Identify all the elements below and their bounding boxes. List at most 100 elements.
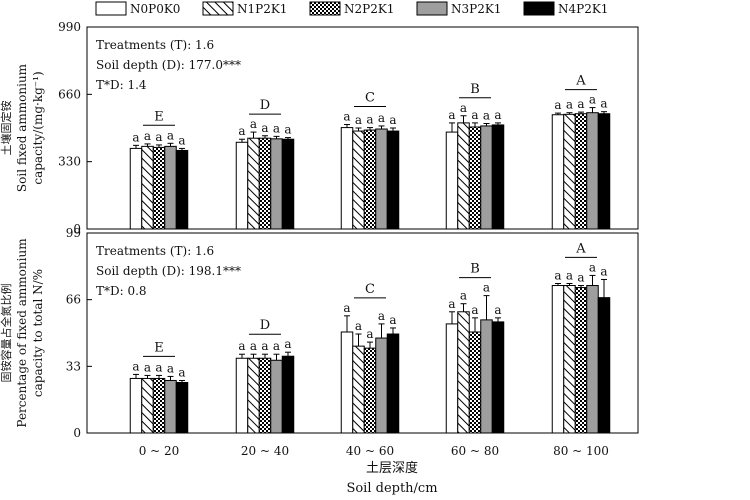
legend-label-n3p2k1: N3P2K1	[451, 2, 501, 16]
y-tick-label: 33	[66, 359, 81, 373]
bar-n1p2k1	[141, 145, 154, 230]
x-tick-label: 60 ~ 80	[451, 444, 499, 458]
bar-letter: a	[250, 339, 257, 353]
y-tick-label: 660	[58, 87, 81, 101]
bar-n2p2k1	[468, 126, 482, 230]
bar-letter: a	[132, 130, 139, 144]
bar-letter: a	[155, 360, 162, 374]
bar-n3p2k1	[270, 138, 283, 230]
bar-letter: a	[343, 301, 350, 315]
bar-letter: a	[600, 264, 607, 278]
legend-swatch-n4p2k1	[523, 1, 555, 16]
x-axis-label-cn: 土层深度	[366, 460, 418, 476]
y-axis-label-line: capacity to total N/%	[31, 269, 45, 397]
bar-letter: a	[284, 337, 291, 351]
legend-swatch-n3p2k1	[416, 1, 448, 16]
bar-n0p0k0	[445, 131, 459, 230]
stats-annotation: Treatments (T): 1.6	[96, 244, 214, 258]
bar-n4p2k1	[175, 149, 189, 230]
bar-n3p2k1	[480, 319, 493, 434]
bar-letter: a	[389, 313, 396, 327]
bar-letter: a	[483, 281, 490, 295]
chart-panel-percentage: 0 33 66 99 固铵容量占全氮比例 Percentage of fixed ammo…	[0, 226, 639, 440]
y-axis-label-cn: 固铵容量占全氮比例	[0, 284, 13, 383]
group-letter: A	[575, 74, 586, 89]
group-letter: C	[365, 91, 375, 106]
legend-label-n4p2k1: N4P2K1	[558, 2, 608, 16]
group-letter: E	[154, 109, 164, 124]
bar-n0p0k0	[340, 127, 354, 230]
bar-letter: a	[494, 303, 501, 317]
y-axis-label-cn: 土壤固定铵	[0, 101, 13, 156]
bar-n1p2k1	[352, 130, 365, 230]
bar-letter: a	[378, 309, 385, 323]
bar-n3p2k1	[586, 112, 599, 230]
y-tick-label: 99	[66, 226, 81, 240]
bar-n4p2k1	[281, 355, 295, 434]
bar-letter: a	[471, 303, 478, 317]
bar-n4p2k1	[175, 381, 189, 434]
bar-letter: a	[261, 121, 268, 135]
stats-annotation: Soil depth (D): 198.1***	[96, 264, 241, 278]
bar-letter: a	[471, 108, 478, 122]
bar-letter: a	[566, 98, 573, 112]
group-letter: E	[154, 340, 164, 355]
bar-n1p2k1	[247, 357, 260, 434]
stats-annotation: Soil depth (D): 177.0***	[96, 58, 241, 72]
bar-letter: a	[589, 93, 596, 107]
bar-letter: a	[144, 129, 151, 143]
bar-letter: a	[167, 128, 174, 142]
stats-annotation: T*D: 1.4	[96, 78, 147, 92]
bar-letter: a	[483, 109, 490, 123]
bar-n4p2k1	[491, 124, 505, 230]
legend-label-n0p0k0: N0P0K0	[130, 2, 180, 16]
bar-n2p2k1	[574, 113, 588, 230]
bar-letter: a	[155, 130, 162, 144]
x-axis: 0 ~ 20 20 ~ 40 40 ~ 60 60 ~ 80 80 ~ 100	[139, 444, 609, 458]
group-letter: B	[470, 262, 480, 277]
bar-n1p2k1	[141, 377, 154, 434]
bar-letter: a	[448, 108, 455, 122]
bar-letter: a	[460, 101, 467, 115]
bar-n3p2k1	[375, 128, 388, 230]
bar-letter: a	[132, 359, 139, 373]
x-tick-label: 20 ~ 40	[241, 444, 289, 458]
group-letter: A	[575, 241, 586, 256]
bar-n4p2k1	[386, 333, 400, 434]
bar-n1p2k1	[352, 345, 365, 434]
x-tick-label: 40 ~ 60	[346, 444, 394, 458]
bar-n4p2k1	[597, 113, 611, 230]
bar-n4p2k1	[597, 297, 611, 434]
y-tick-label: 330	[58, 155, 81, 169]
group-letter: C	[365, 282, 375, 297]
bar-n2p2k1	[152, 377, 166, 434]
legend-label-n2p2k1: N2P2K1	[344, 2, 394, 16]
y-tick-label: 990	[58, 20, 81, 34]
bar-letter: a	[577, 271, 584, 285]
bar-letter: a	[238, 124, 245, 138]
bar-letter: a	[378, 111, 385, 125]
y-tick-label: 0	[73, 426, 81, 440]
bar-letter: a	[448, 297, 455, 311]
group-letter: B	[470, 82, 480, 97]
bar-n3p2k1	[164, 379, 177, 434]
bar-n0p0k0	[551, 114, 565, 230]
stats-annotation: T*D: 0.8	[96, 284, 147, 298]
bar-letter: a	[178, 133, 185, 147]
bar-letter: a	[238, 339, 245, 353]
legend-swatch-n0p0k0	[95, 1, 127, 16]
bar-n2p2k1	[258, 137, 272, 230]
bar-letter: a	[494, 108, 501, 122]
bar-letter: a	[355, 113, 362, 127]
bar-n0p0k0	[129, 377, 143, 434]
bar-n3p2k1	[586, 285, 599, 434]
bar-letter: a	[273, 121, 280, 135]
legend-swatch-n2p2k1	[309, 1, 341, 16]
x-axis-label-en: Soil depth/cm	[346, 481, 437, 496]
legend-label-n1p2k1: N1P2K1	[237, 2, 287, 16]
bar-letter: a	[460, 289, 467, 303]
group-letter: D	[260, 98, 270, 113]
y-axis-label-line: Percentage of fixed ammonium	[15, 238, 29, 428]
bar-n0p0k0	[551, 285, 565, 434]
bar-n0p0k0	[235, 357, 249, 434]
